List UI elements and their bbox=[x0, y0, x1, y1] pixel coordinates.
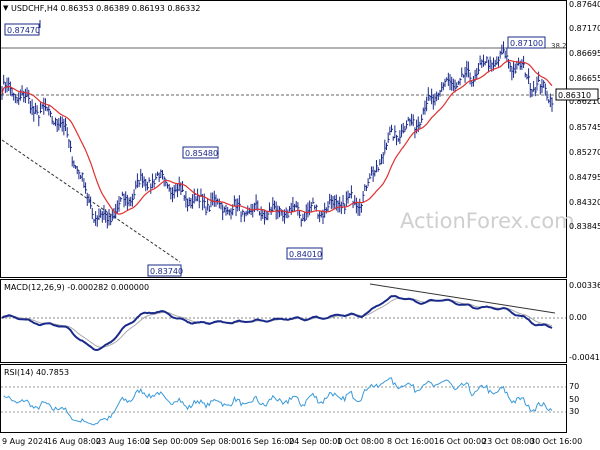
fib-38-2-tag: 38.2 bbox=[551, 42, 567, 50]
y-tick-label: 0.003361 bbox=[569, 281, 600, 290]
x-tick-label: 24 Sep 00:00 bbox=[289, 437, 342, 446]
y-tick-label: 70 bbox=[569, 382, 579, 391]
macd-signal-line bbox=[1, 297, 553, 348]
y-tick-label: 0.84795 bbox=[569, 173, 600, 182]
rsi-y-axis: 70 50 30 bbox=[569, 382, 579, 416]
y-tick-label: 0.86695 bbox=[569, 49, 600, 58]
watermark: ActionForex.com bbox=[400, 209, 575, 233]
callout-mid-high: 0.85480 bbox=[182, 146, 219, 159]
y-tick-label: 0.85270 bbox=[569, 148, 600, 157]
main-panel-frame bbox=[0, 0, 567, 278]
macd-y-axis: 0.003361 0.00 -0.004108 bbox=[569, 281, 600, 362]
x-tick-label: 9 Sep 08:00 bbox=[193, 437, 241, 446]
macd-header: MACD(12,26,9) -0.000282 0.000000 bbox=[4, 283, 149, 292]
y-tick-label: 0.86210 bbox=[569, 97, 600, 106]
y-tick-label: 0.87640 bbox=[569, 0, 600, 9]
callout-high-label: 0.87470 bbox=[7, 26, 40, 35]
y-tick-label: -0.004108 bbox=[569, 353, 600, 362]
callout-recent-high-label: 0.87100 bbox=[510, 39, 543, 48]
triangle-down-icon: ▼ bbox=[3, 4, 9, 12]
time-axis: 9 Aug 2024 16 Aug 08:00 23 Aug 16:00 2 S… bbox=[2, 437, 582, 446]
x-tick-label: 23 Oct 08:00 bbox=[482, 437, 534, 446]
x-tick-label: 16 Aug 08:00 bbox=[47, 437, 101, 446]
x-tick-label: 8 Oct 16:00 bbox=[387, 437, 434, 446]
y-tick-label: 0.85745 bbox=[569, 123, 600, 132]
y-tick-label: 0.84320 bbox=[569, 198, 600, 207]
x-tick-label: 9 Aug 2024 bbox=[2, 437, 48, 446]
macd-panel-frame bbox=[0, 279, 567, 363]
main-y-axis: 0.87640 0.87170 0.86695 0.86655 0.86210 … bbox=[569, 0, 600, 231]
x-tick-label: 2 Sep 00:00 bbox=[145, 437, 193, 446]
x-tick-label: 30 Oct 16:00 bbox=[530, 437, 582, 446]
x-tick-label: 16 Oct 00:00 bbox=[434, 437, 486, 446]
callout-second-low-label: 0.84010 bbox=[289, 250, 322, 259]
callout-high: 0.87470 bbox=[4, 20, 41, 36]
y-tick-label: 0.00 bbox=[569, 313, 587, 322]
macd-line bbox=[1, 294, 553, 352]
candles-group bbox=[1, 41, 554, 229]
x-tick-label: 23 Aug 16:00 bbox=[96, 437, 150, 446]
macd-divergence-line bbox=[369, 283, 556, 314]
moving-average-line bbox=[1, 59, 553, 215]
callout-low: 0.83740 bbox=[147, 264, 183, 277]
rsi-header: RSI(14) 40.7853 bbox=[4, 368, 69, 377]
y-tick-label: 0.86655 bbox=[569, 74, 600, 83]
rsi-panel-frame bbox=[0, 364, 567, 433]
y-tick-label: 0.83845 bbox=[569, 222, 600, 231]
last-price-tag bbox=[555, 88, 599, 101]
callout-second-low: 0.84010 bbox=[286, 247, 323, 260]
rsi-line bbox=[3, 377, 553, 426]
last-price-tag-label: 0.86310 bbox=[558, 91, 591, 100]
callout-recent-high: 0.87100 bbox=[507, 36, 546, 49]
y-tick-label: 50 bbox=[569, 395, 579, 404]
x-tick-label: 16 Sep 16:00 bbox=[241, 437, 294, 446]
y-tick-label: 30 bbox=[569, 407, 579, 416]
x-tick-label: 1 Oct 08:00 bbox=[337, 437, 384, 446]
callout-mid-high-label: 0.85480 bbox=[185, 149, 218, 158]
callout-low-label: 0.83740 bbox=[150, 267, 183, 276]
y-tick-label: 0.87170 bbox=[569, 24, 600, 33]
main-panel-header: USDCHF,H4 0.86353 0.86389 0.86193 0.8633… bbox=[11, 4, 200, 13]
